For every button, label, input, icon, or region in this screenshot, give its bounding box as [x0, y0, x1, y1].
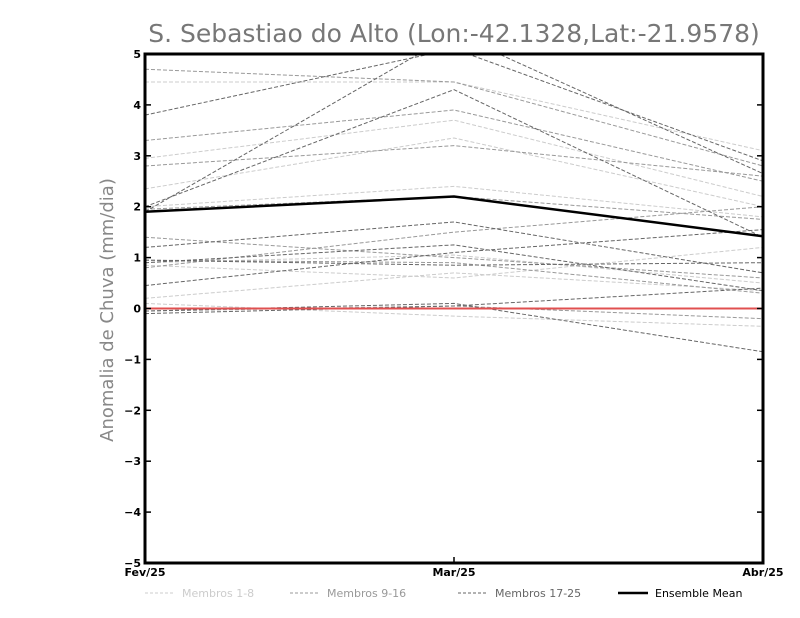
x-tick-label: Fev/25 [124, 566, 165, 579]
y-tick-label: −2 [124, 404, 141, 417]
series-line-member-25 [145, 302, 763, 353]
legend-label: Membros 17-25 [495, 587, 581, 600]
series-line-member-4 [145, 185, 763, 218]
legend-label: Ensemble Mean [655, 587, 742, 600]
series-line-member-17 [145, 54, 763, 162]
series-line-member-13 [145, 259, 763, 294]
series-line-member-21 [145, 244, 763, 292]
y-tick-label: 1 [133, 252, 141, 265]
series-line-member-24 [145, 259, 763, 266]
series-line-member-1 [145, 81, 763, 152]
series-line-member-22 [145, 229, 763, 287]
y-tick-label: 2 [133, 201, 141, 214]
x-tick-label: Abr/25 [742, 566, 783, 579]
plot-area [145, 54, 763, 353]
y-tick-label: −3 [124, 455, 141, 468]
series-line-member-11 [145, 236, 763, 279]
y-tick-label: 0 [133, 303, 141, 316]
series-line-ensemble-mean [145, 195, 763, 238]
series-line-member-3 [145, 137, 763, 208]
series-line-member-16 [145, 109, 763, 182]
y-tick-label: 5 [133, 48, 141, 61]
y-tick-label: −1 [124, 353, 141, 366]
series-line-member-19 [145, 54, 763, 213]
series-line-member-6 [145, 272, 763, 299]
series-line-member-5 [145, 254, 763, 284]
x-tick-label: Mar/25 [432, 566, 475, 579]
series-line-member-9 [145, 68, 763, 167]
chart-title: S. Sebastiao do Alto (Lon:-42.1328,Lat:-… [148, 19, 760, 48]
series-line-member-20 [145, 221, 763, 274]
legend: Membros 1-8 Membros 9-16 Membros 17-25 Ense… [145, 587, 742, 600]
series-line-member-18 [145, 89, 763, 238]
y-tick-label: 4 [133, 99, 141, 112]
series-line-member-23 [145, 287, 763, 315]
y-tick-label: −5 [124, 557, 141, 570]
legend-label: Membros 1-8 [182, 587, 254, 600]
y-axis: 5 4 3 2 1 0 −1 −2 −3 −4 −5 [124, 48, 763, 570]
series-line-member-8 [145, 246, 763, 279]
x-axis: Fev/25 Mar/25 Abr/25 [124, 557, 784, 579]
y-tick-label: 3 [133, 150, 141, 163]
y-tick-label: −4 [124, 506, 141, 519]
legend-label: Membros 9-16 [327, 587, 406, 600]
y-axis-label: Anomalia de Chuva (mm/dia) [97, 178, 118, 442]
series-line-member-2 [145, 119, 763, 198]
series-line-member-14 [145, 206, 763, 269]
series-line-member-10 [145, 145, 763, 177]
